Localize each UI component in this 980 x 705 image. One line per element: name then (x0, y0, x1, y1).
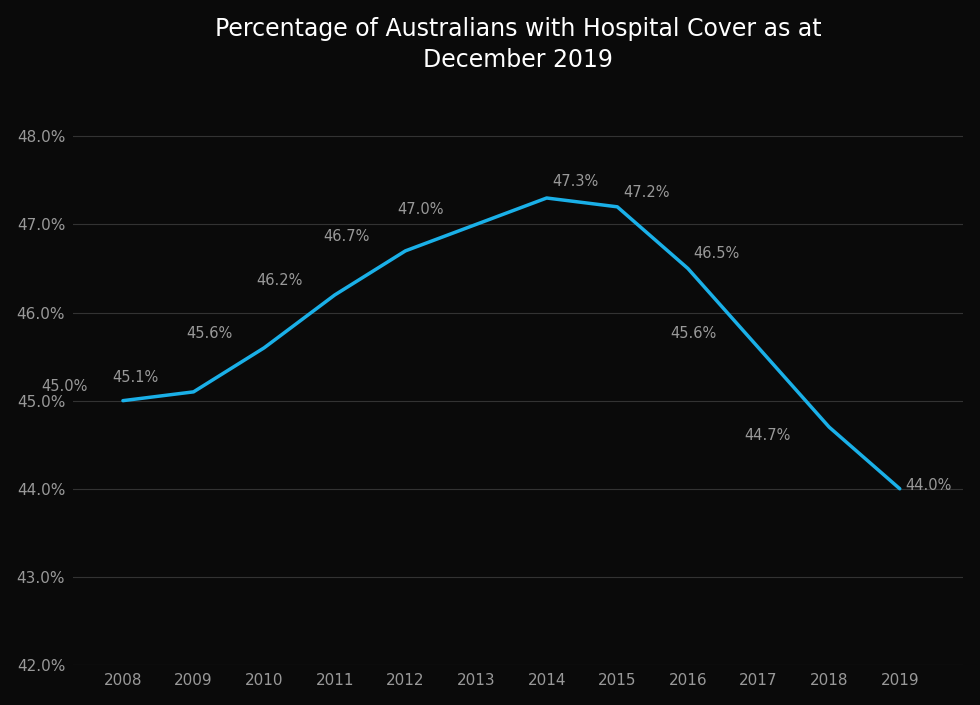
Text: 47.3%: 47.3% (553, 174, 599, 189)
Title: Percentage of Australians with Hospital Cover as at
December 2019: Percentage of Australians with Hospital … (215, 17, 821, 73)
Text: 46.5%: 46.5% (694, 247, 740, 262)
Text: 45.6%: 45.6% (670, 326, 716, 341)
Text: 45.6%: 45.6% (186, 326, 232, 341)
Text: 44.7%: 44.7% (744, 428, 790, 443)
Text: 44.0%: 44.0% (906, 478, 952, 493)
Text: 45.0%: 45.0% (41, 379, 87, 393)
Text: 46.7%: 46.7% (323, 229, 370, 244)
Text: 45.1%: 45.1% (112, 370, 158, 385)
Text: 47.0%: 47.0% (398, 202, 444, 217)
Text: 47.2%: 47.2% (623, 185, 669, 200)
Text: 46.2%: 46.2% (257, 273, 303, 288)
